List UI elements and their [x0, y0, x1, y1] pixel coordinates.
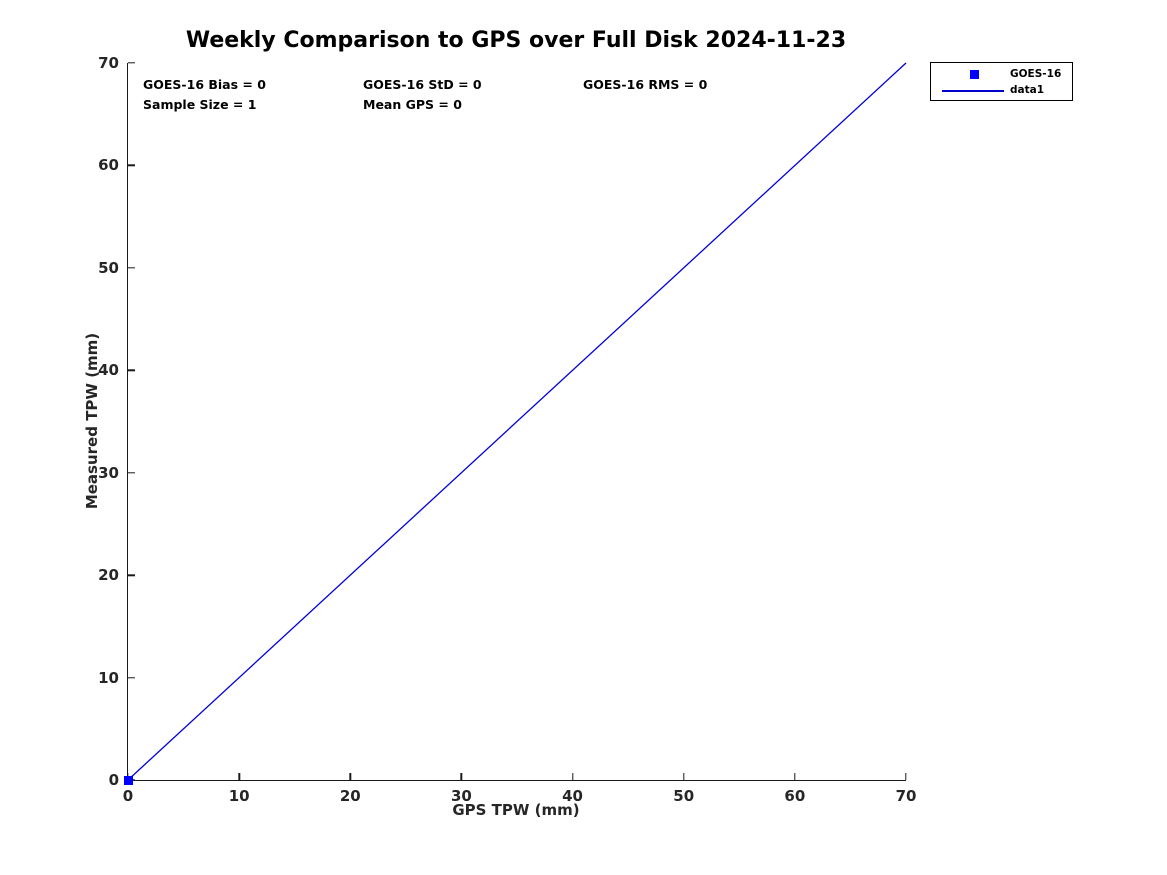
- stat-std: GOES-16 StD = 0: [363, 77, 482, 92]
- x-tick-label: 20: [339, 787, 361, 805]
- plot-area: 0 10 20 30 40 50 60 70 0 10 20 30 40 50 60 70: [98, 54, 916, 805]
- y-tick-label: 10: [98, 668, 119, 687]
- stat-bias: GOES-16 Bias = 0: [143, 77, 266, 92]
- x-tick-label: 10: [228, 787, 250, 805]
- legend-entry-data1: data1: [931, 82, 1072, 99]
- stat-rms: GOES-16 RMS = 0: [583, 77, 708, 92]
- plot-series-canvas: [127, 62, 907, 781]
- x-tick: [349, 773, 351, 780]
- y-tick-label: 30: [98, 463, 119, 482]
- square-marker-icon: [970, 70, 979, 79]
- y-tick-label: 60: [98, 156, 119, 175]
- y-tick: [128, 62, 135, 64]
- x-tick: [238, 773, 240, 780]
- chart-title: Weekly Comparison to GPS over Full Disk …: [185, 28, 847, 53]
- legend-label-goes16: GOES-16: [1010, 68, 1062, 80]
- series-line-data1: [127, 62, 907, 781]
- y-tick: [128, 369, 135, 371]
- y-tick: [128, 164, 135, 167]
- y-tick: [128, 574, 135, 576]
- x-tick: [460, 773, 463, 780]
- y-tick-label: 40: [98, 361, 119, 380]
- stat-sample-size: Sample Size = 1: [143, 97, 257, 112]
- stat-mean-gps: Mean GPS = 0: [363, 97, 462, 112]
- y-tick-label: 20: [98, 566, 119, 585]
- x-tick-label: 50: [673, 787, 695, 805]
- legend: GOES-16 data1: [930, 62, 1073, 101]
- x-tick: [794, 773, 796, 780]
- legend-entry-goes16: GOES-16: [931, 66, 1072, 83]
- x-axis-label: GPS TPW (mm): [452, 801, 580, 819]
- x-tick-label: 30: [450, 787, 472, 805]
- y-tick: [128, 676, 135, 679]
- x-tick: [571, 773, 574, 780]
- y-tick-label: 0: [108, 771, 119, 789]
- y-tick-label: 70: [98, 54, 119, 72]
- y-tick-label: 50: [98, 258, 119, 277]
- x-tick: [683, 773, 685, 780]
- x-tick-label: 60: [784, 787, 806, 805]
- x-tick-label: 40: [562, 787, 583, 805]
- x-tick-label: 70: [895, 787, 917, 805]
- x-tick: [905, 773, 907, 780]
- y-tick: [128, 472, 135, 474]
- y-axis-label: Measured TPW (mm): [83, 332, 101, 510]
- series-marker-GOES-16: [123, 775, 133, 785]
- legend-label-data1: data1: [1010, 84, 1045, 96]
- y-tick: [128, 267, 135, 269]
- line-sample-icon: [942, 90, 1004, 92]
- x-tick-label: 0: [122, 787, 134, 805]
